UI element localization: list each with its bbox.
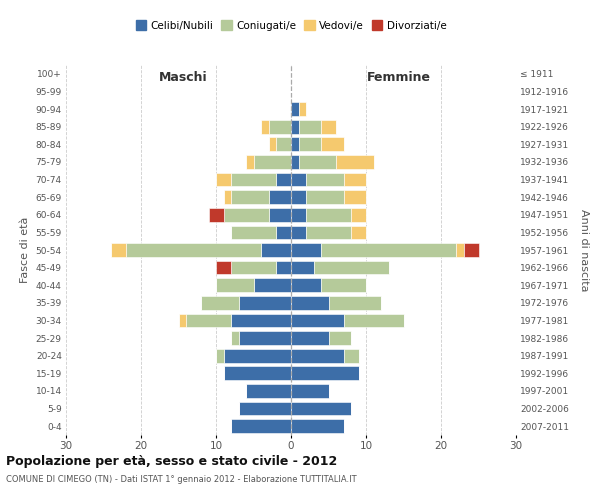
Bar xyxy=(231,331,239,345)
Bar xyxy=(223,366,291,380)
Bar xyxy=(246,384,291,398)
Bar xyxy=(343,314,404,328)
Bar xyxy=(299,138,321,151)
Bar xyxy=(291,402,351,415)
Bar xyxy=(329,296,381,310)
Bar xyxy=(291,349,343,362)
Bar xyxy=(231,226,276,239)
Bar xyxy=(306,172,343,186)
Bar xyxy=(321,278,366,292)
Bar xyxy=(321,243,456,257)
Bar xyxy=(276,260,291,274)
Bar xyxy=(456,243,464,257)
Y-axis label: Fasce di età: Fasce di età xyxy=(20,217,30,283)
Bar xyxy=(239,296,291,310)
Bar xyxy=(351,226,366,239)
Bar xyxy=(343,172,366,186)
Bar xyxy=(291,260,314,274)
Bar xyxy=(343,349,359,362)
Bar xyxy=(269,138,276,151)
Bar xyxy=(291,384,329,398)
Bar xyxy=(343,190,366,204)
Bar xyxy=(179,314,186,328)
Bar xyxy=(291,331,329,345)
Bar xyxy=(351,208,366,222)
Bar xyxy=(291,172,306,186)
Text: Femmine: Femmine xyxy=(367,70,431,84)
Legend: Celibi/Nubili, Coniugati/e, Vedovi/e, Divorziati/e: Celibi/Nubili, Coniugati/e, Vedovi/e, Di… xyxy=(134,18,448,33)
Bar xyxy=(216,260,231,274)
Bar xyxy=(111,243,126,257)
Bar xyxy=(299,120,321,134)
Y-axis label: Anni di nascita: Anni di nascita xyxy=(579,209,589,291)
Bar xyxy=(306,226,351,239)
Text: COMUNE DI CIMEGO (TN) - Dati ISTAT 1° gennaio 2012 - Elaborazione TUTTITALIA.IT: COMUNE DI CIMEGO (TN) - Dati ISTAT 1° ge… xyxy=(6,475,356,484)
Bar xyxy=(321,138,343,151)
Bar xyxy=(231,172,276,186)
Bar xyxy=(269,120,291,134)
Bar xyxy=(126,243,261,257)
Bar xyxy=(269,208,291,222)
Bar xyxy=(223,208,269,222)
Bar xyxy=(291,208,306,222)
Bar xyxy=(231,314,291,328)
Bar xyxy=(246,155,254,169)
Bar xyxy=(231,420,291,433)
Bar xyxy=(276,226,291,239)
Bar xyxy=(223,349,291,362)
Bar xyxy=(216,172,231,186)
Bar xyxy=(464,243,479,257)
Bar xyxy=(276,138,291,151)
Bar xyxy=(291,155,299,169)
Bar xyxy=(291,278,321,292)
Bar xyxy=(261,120,269,134)
Bar xyxy=(291,366,359,380)
Bar xyxy=(231,190,269,204)
Bar xyxy=(291,102,299,116)
Bar xyxy=(291,120,299,134)
Bar xyxy=(314,260,389,274)
Bar xyxy=(269,190,291,204)
Bar xyxy=(216,278,254,292)
Bar xyxy=(261,243,291,257)
Bar xyxy=(291,190,306,204)
Bar xyxy=(321,120,336,134)
Bar xyxy=(254,155,291,169)
Bar xyxy=(291,226,306,239)
Bar xyxy=(231,260,276,274)
Bar xyxy=(291,243,321,257)
Bar xyxy=(291,296,329,310)
Bar xyxy=(186,314,231,328)
Bar xyxy=(276,172,291,186)
Bar xyxy=(291,138,299,151)
Bar xyxy=(299,102,306,116)
Bar xyxy=(201,296,239,310)
Bar xyxy=(299,155,336,169)
Bar xyxy=(329,331,351,345)
Bar xyxy=(223,190,231,204)
Bar xyxy=(306,190,343,204)
Bar xyxy=(254,278,291,292)
Bar xyxy=(216,349,223,362)
Bar xyxy=(291,420,343,433)
Bar xyxy=(336,155,373,169)
Bar xyxy=(291,314,343,328)
Bar xyxy=(306,208,351,222)
Text: Maschi: Maschi xyxy=(158,70,208,84)
Bar xyxy=(239,402,291,415)
Bar xyxy=(239,331,291,345)
Text: Popolazione per età, sesso e stato civile - 2012: Popolazione per età, sesso e stato civil… xyxy=(6,455,337,468)
Bar xyxy=(209,208,223,222)
